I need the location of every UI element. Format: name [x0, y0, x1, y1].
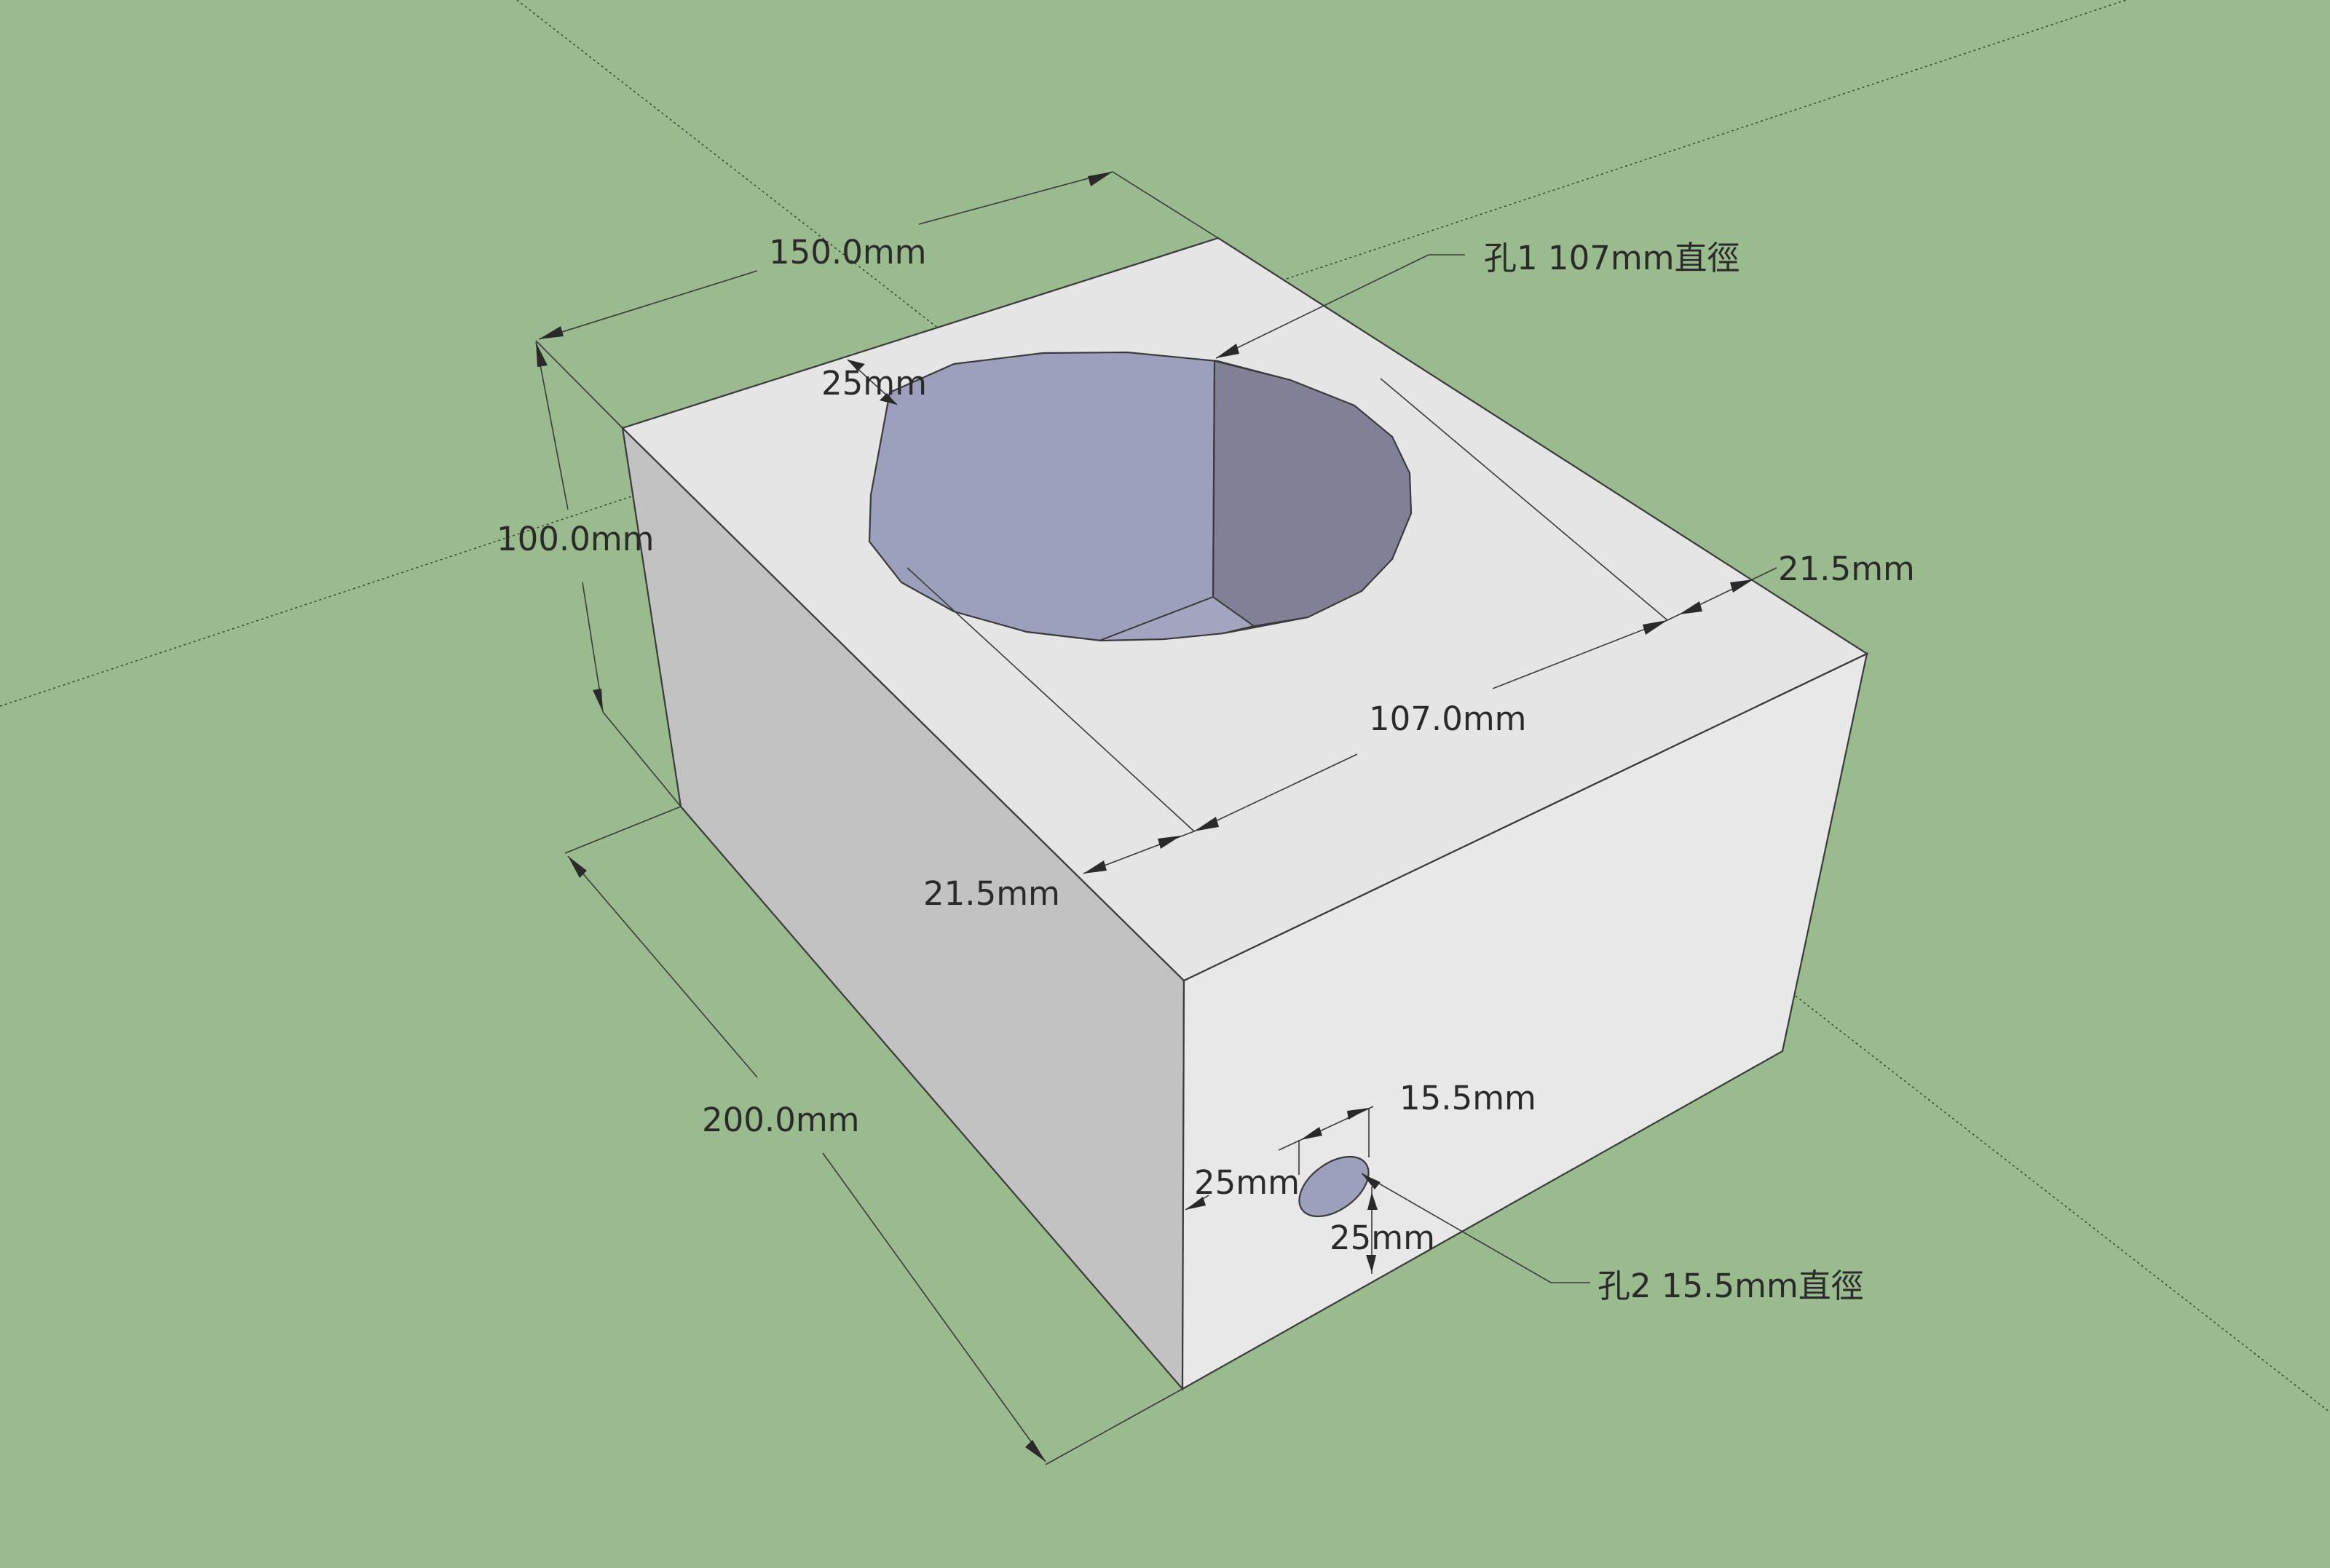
dim-depth-label: 200.0mm [702, 1101, 860, 1139]
arrow-icon [1194, 817, 1219, 831]
arrow-icon [1158, 836, 1181, 849]
dim-height-line-a [535, 341, 569, 510]
dim-height-leader-bottom [602, 711, 682, 807]
dim-width-label: 150.0mm [769, 233, 927, 272]
arrow-icon [568, 856, 587, 878]
callout-hole1-leader [1215, 254, 1465, 359]
callout-hole2-label: 孔2 15.5mm直徑 [1598, 1267, 1864, 1305]
arrow-icon [1366, 1255, 1376, 1272]
arrow-icon [1367, 1192, 1378, 1210]
hole1-cutout[interactable] [868, 351, 1413, 642]
dim-hole1-diameter-leader-left [907, 567, 1195, 832]
dimension-lines [535, 171, 1777, 1465]
dim-depth-line-a [567, 855, 758, 1078]
arrow-icon [1216, 344, 1239, 358]
dim-depth-leader-bottom [1045, 1388, 1183, 1465]
arrow-icon [1088, 172, 1113, 186]
dim-hole2-offset-x-label: 25mm [1194, 1163, 1300, 1202]
dim-width-line-b [918, 171, 1113, 225]
dim-width-leader-right [1112, 171, 1219, 239]
dim-height-label: 100.0mm [497, 520, 655, 558]
arrow-icon [1347, 1108, 1369, 1120]
dim-hole1-diameter-leader-right [1380, 378, 1668, 621]
arrow-icon [1025, 1440, 1046, 1462]
hole1-seam [1212, 360, 1216, 598]
dim-width-line-a [538, 270, 758, 340]
callout-leaders [1215, 254, 1590, 1283]
dim-depth-leader-top [564, 806, 682, 854]
arrow-icon [1679, 601, 1702, 614]
callout-hole1-label: 孔1 107mm直徑 [1484, 239, 1740, 277]
arrow-icon [1643, 620, 1667, 635]
dim-hole2-offset-y-label: 25mm [1330, 1219, 1435, 1257]
arrow-icon [536, 342, 548, 367]
arrow-icon [880, 393, 897, 405]
arrow-icon [1362, 1173, 1381, 1189]
guide-line-diagonal [516, 0, 2330, 1413]
arrow-icon [1083, 860, 1107, 874]
arrow-icon [848, 360, 865, 371]
arrow-icon [539, 326, 564, 339]
arrow-icon [1730, 579, 1753, 593]
construction-guides [0, 0, 2330, 1413]
dimension-labels: 150.0mm 100.0mm 200.0mm 25mm 107.0mm 21.… [497, 233, 1915, 1257]
arrow-icon [593, 689, 603, 712]
dim-depth-line-b [822, 1152, 1046, 1462]
dim-hole1-diameter-line-a [1193, 753, 1358, 832]
callout-hole2-leader [1361, 1173, 1590, 1283]
callout-labels: 孔1 107mm直徑 孔2 15.5mm直徑 [1484, 239, 1864, 1305]
dim-hole1-offset-label: 25mm [821, 364, 927, 403]
dim-hole1-diameter-label: 107.0mm [1369, 700, 1527, 738]
dim-margin-left-label: 21.5mm [923, 874, 1060, 913]
guide-line-horizontal [0, 0, 2127, 707]
dim-width-leader-left [535, 340, 623, 429]
dim-hole1-diameter-line-b [1492, 619, 1668, 689]
arrow-icon [1300, 1127, 1322, 1140]
hole2-cutout[interactable] [1289, 1144, 1380, 1228]
dim-margin-right-label: 21.5mm [1778, 550, 1915, 588]
dim-hole2-diameter-label: 15.5mm [1399, 1079, 1536, 1117]
hole1-bottom [1099, 595, 1256, 641]
arrow-icon [1185, 1197, 1206, 1210]
